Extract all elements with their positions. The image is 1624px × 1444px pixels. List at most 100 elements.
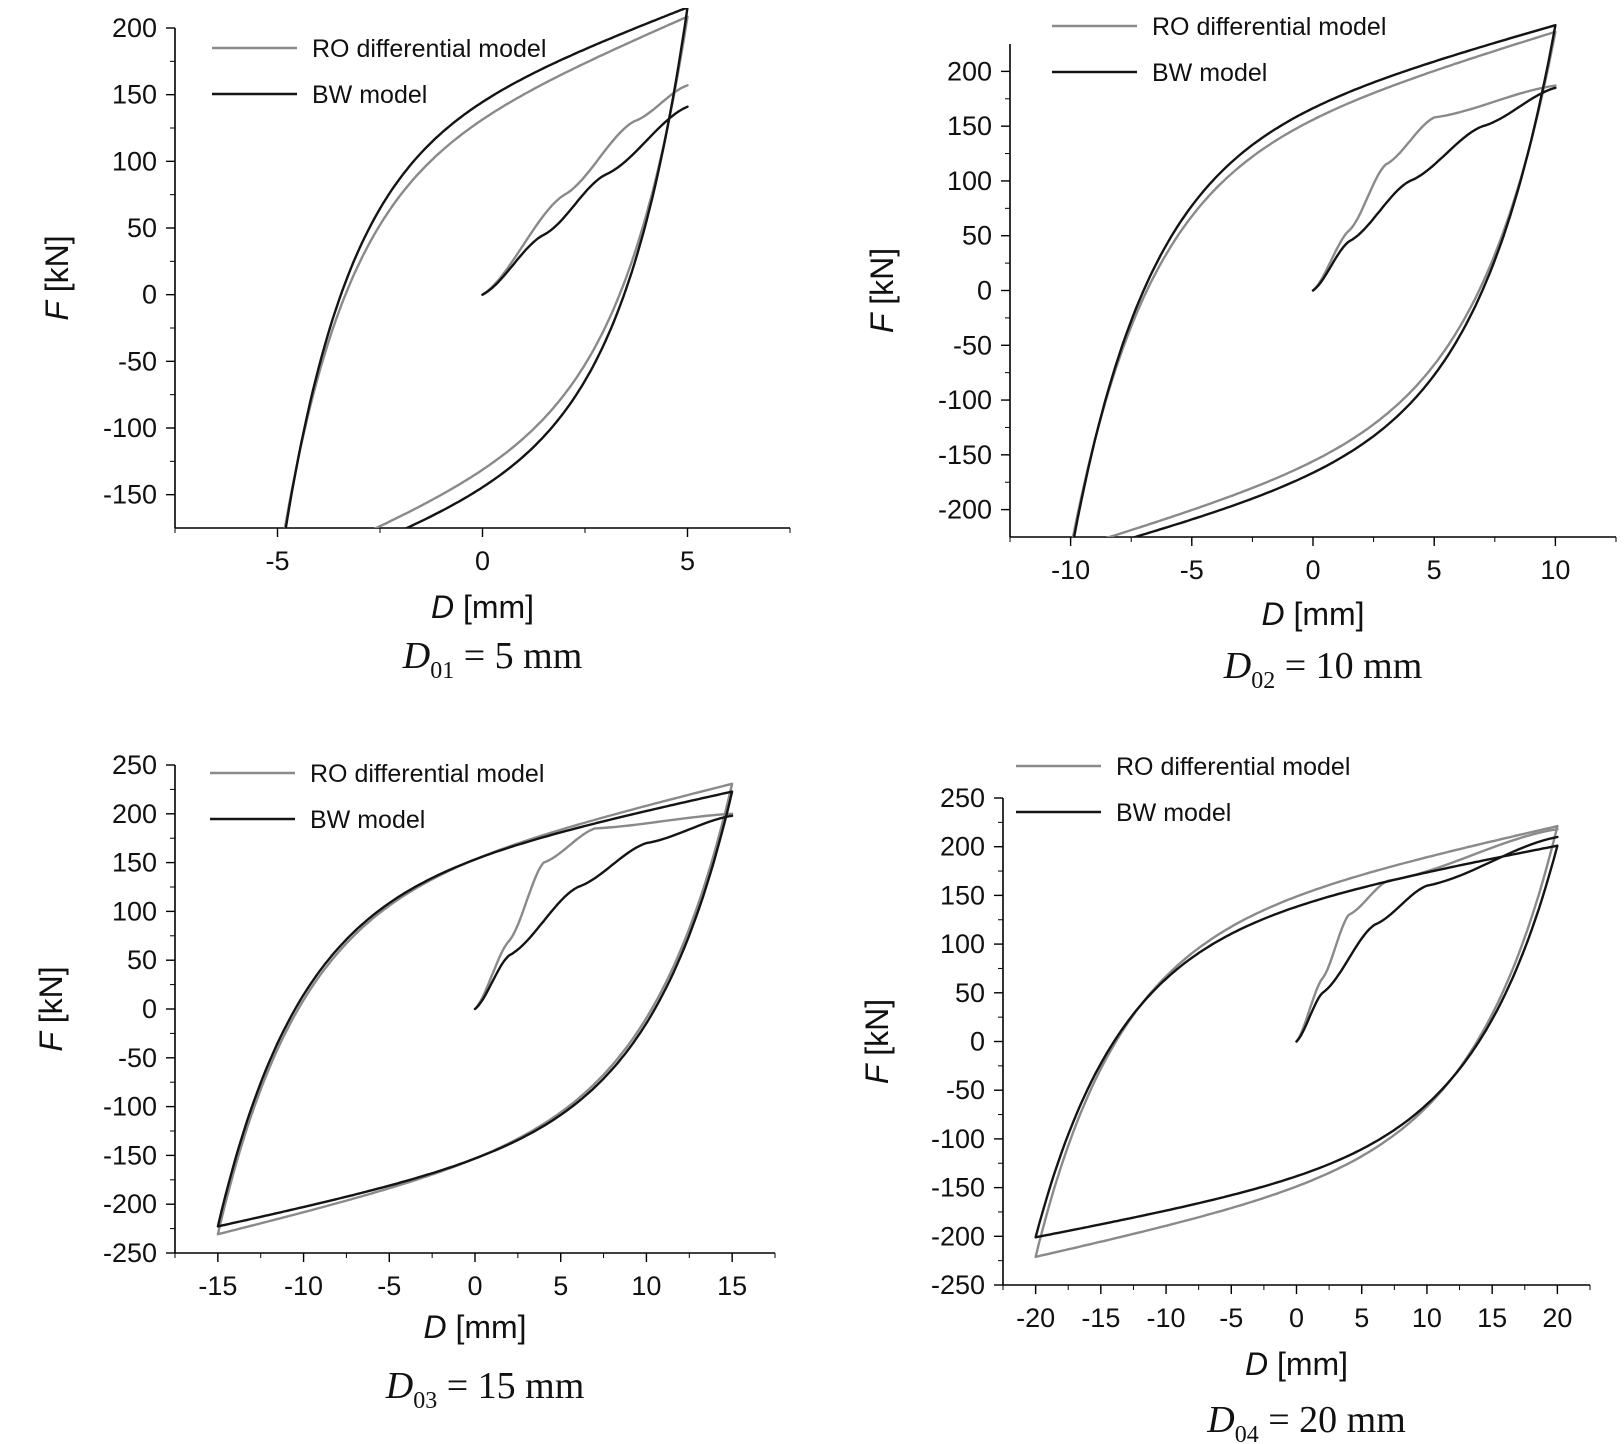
hysteresis-loop-line: [1071, 30, 1557, 537]
caption-value: = 20 mm: [1259, 1399, 1406, 1441]
x-tick-label: -5: [377, 1271, 401, 1301]
initial-loading-line: [1311, 84, 1557, 292]
x-tick-label: 0: [475, 546, 490, 576]
x-tick-label: -5: [265, 546, 289, 576]
x-axis-title: D [mm]: [423, 1309, 526, 1345]
y-tick-label: -150: [938, 440, 992, 470]
series-bw: [284, 8, 689, 528]
y-axis-var: F: [33, 1030, 69, 1052]
x-tick-label: -15: [1081, 1303, 1120, 1333]
caption-symbol: D: [402, 635, 430, 677]
panel-caption: D02 = 10 mm: [1223, 645, 1423, 694]
y-tick-label: 150: [940, 880, 985, 910]
x-axis-var: D: [423, 1309, 446, 1345]
initial-loading-line: [1311, 86, 1557, 292]
y-tick-label: -150: [931, 1173, 985, 1203]
y-tick-label: 50: [127, 945, 157, 975]
x-tick-label: -20: [1016, 1303, 1055, 1333]
initial-loading-line: [481, 105, 689, 296]
hysteresis-loop-line: [284, 8, 689, 528]
series-bw: [1034, 835, 1559, 1239]
y-tick-label: -100: [938, 385, 992, 415]
y-tick-label: -50: [118, 346, 157, 376]
x-axis-var: D: [431, 589, 454, 625]
caption-symbol: D: [385, 1365, 413, 1407]
y-tick-label: -100: [931, 1124, 985, 1154]
y-tick-label: 50: [955, 978, 985, 1008]
initial-loading-line: [473, 812, 734, 1011]
y-tick-label: -150: [103, 1140, 157, 1170]
x-axis-unit: [mm]: [1268, 1346, 1348, 1382]
legend-label: BW model: [1152, 59, 1267, 87]
series-ro-differential: [283, 15, 689, 528]
series-ro-differential: [216, 782, 734, 1236]
y-tick-label: 50: [127, 213, 157, 243]
x-axis-unit: [mm]: [447, 1309, 527, 1345]
y-tick-label: -50: [953, 330, 992, 360]
caption-value: = 15 mm: [437, 1365, 584, 1407]
y-tick-label: 100: [940, 929, 985, 959]
y-tick-label: -200: [931, 1221, 985, 1251]
y-tick-label: -150: [103, 480, 157, 510]
y-tick-label: -250: [931, 1270, 985, 1300]
caption-subscript: 02: [1251, 668, 1275, 694]
x-tick-label: -5: [1180, 555, 1204, 585]
x-axis-unit: [mm]: [454, 589, 534, 625]
y-tick-label: 250: [940, 783, 985, 813]
x-tick-label: -10: [1147, 1303, 1186, 1333]
legend-label: RO differential model: [1152, 13, 1386, 41]
y-axis-title: F [kN]: [864, 248, 900, 333]
y-tick-label: 0: [142, 280, 157, 310]
x-tick-label: 20: [1542, 1303, 1572, 1333]
series-bw: [1072, 24, 1557, 537]
hysteresis-loop-line: [1072, 24, 1557, 537]
y-tick-label: 100: [112, 146, 157, 176]
x-tick-label: 5: [1427, 555, 1442, 585]
y-axis-title: F [kN]: [39, 235, 75, 320]
x-tick-label: 10: [1540, 555, 1570, 585]
hysteresis-loop-line: [283, 15, 689, 528]
caption-symbol: D: [1206, 1399, 1234, 1441]
y-tick-label: 150: [112, 848, 157, 878]
y-tick-label: -250: [103, 1238, 157, 1268]
y-axis-title: F [kN]: [859, 999, 895, 1084]
y-axis-unit: [kN]: [864, 248, 900, 314]
x-tick-label: 15: [1477, 1303, 1507, 1333]
x-tick-label: 15: [717, 1271, 747, 1301]
hysteresis-loop-line: [1034, 824, 1559, 1259]
legend-label: BW model: [310, 806, 425, 834]
x-tick-label: 5: [1354, 1303, 1369, 1333]
y-tick-label: 150: [112, 80, 157, 110]
panel-caption: D01 = 5 mm: [402, 635, 583, 684]
x-axis-title: D [mm]: [1261, 596, 1364, 632]
x-tick-label: 0: [467, 1271, 482, 1301]
x-axis-var: D: [1261, 596, 1284, 632]
x-axis-title: D [mm]: [431, 589, 534, 625]
y-tick-label: -100: [103, 1092, 157, 1122]
x-tick-label: -5: [1219, 1303, 1243, 1333]
legend-label: RO differential model: [1116, 753, 1350, 781]
caption-value: = 5 mm: [454, 635, 582, 677]
y-tick-label: 50: [962, 221, 992, 251]
y-axis-var: F: [859, 1062, 895, 1084]
x-tick-label: 0: [1289, 1303, 1304, 1333]
y-tick-label: 200: [940, 832, 985, 862]
x-tick-label: 0: [1305, 555, 1320, 585]
caption-value: = 10 mm: [1275, 645, 1422, 687]
y-tick-label: -200: [938, 495, 992, 525]
hysteresis-loop-line: [1034, 844, 1559, 1239]
legend-label: RO differential model: [310, 760, 544, 788]
caption-symbol: D: [1223, 645, 1251, 687]
y-axis-var: F: [39, 299, 75, 321]
legend-label: BW model: [1116, 799, 1231, 827]
x-tick-label: 10: [631, 1271, 661, 1301]
series-bw: [216, 790, 734, 1228]
y-tick-label: 200: [112, 799, 157, 829]
y-axis-title: F [kN]: [33, 966, 69, 1051]
x-tick-label: 10: [1412, 1303, 1442, 1333]
y-tick-label: -50: [118, 1043, 157, 1073]
x-tick-label: -10: [284, 1271, 323, 1301]
